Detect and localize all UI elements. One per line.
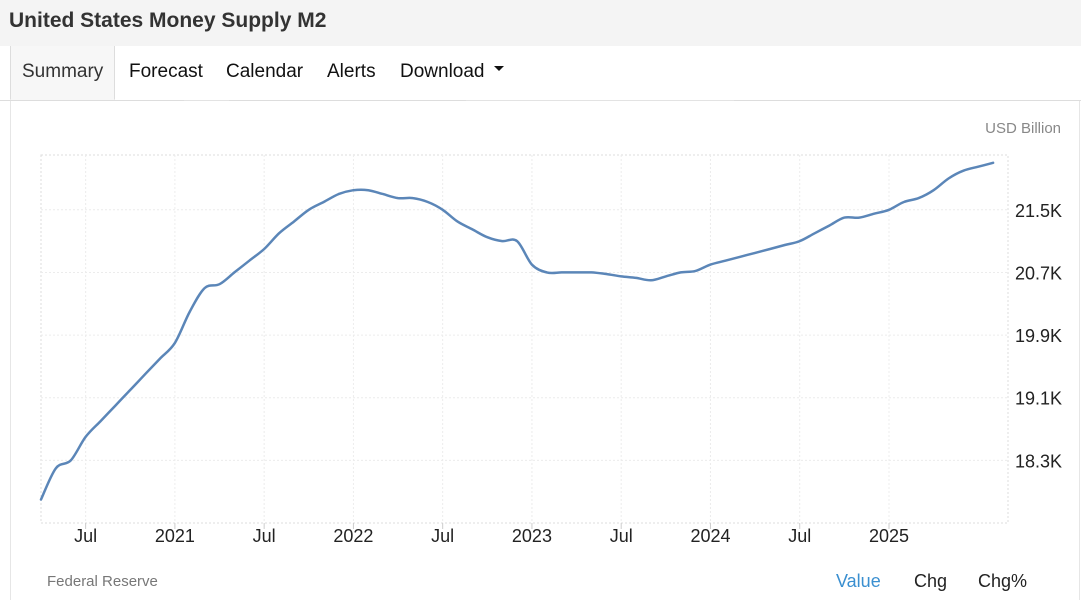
- plot-frame: [40, 154, 1009, 524]
- value-tab[interactable]: Value: [836, 571, 881, 591]
- page-title: United States Money Supply M2: [9, 9, 327, 32]
- x-tick-label: Jul: [74, 526, 97, 546]
- y-tick-label: 20.7K: [1015, 263, 1062, 283]
- x-tick-label: 2024: [690, 526, 730, 546]
- tab-bar: Summary Forecast Calendar Alerts Downloa…: [0, 46, 1081, 101]
- x-tick-label: 2025: [869, 526, 909, 546]
- ghost-divider: [466, 100, 734, 101]
- title-bar: United States Money Supply M2: [0, 0, 1081, 47]
- tab-forecast[interactable]: Forecast: [129, 61, 203, 82]
- x-tick-label: 2023: [512, 526, 552, 546]
- chg-tab[interactable]: Chg: [914, 571, 948, 591]
- tab-calendar[interactable]: Calendar: [226, 61, 304, 82]
- x-tick-label: Jul: [431, 526, 454, 546]
- x-tick-label: Jul: [253, 526, 276, 546]
- x-tick-label: Jul: [610, 526, 633, 546]
- y-tick-label: 18.3K: [1015, 451, 1062, 471]
- unit-label: USD Billion: [985, 120, 1061, 137]
- y-tick-label: 19.9K: [1015, 326, 1062, 346]
- chg-percent-tab[interactable]: Chg%: [978, 571, 1028, 591]
- x-tick-label: Jul: [788, 526, 811, 546]
- tab-download-label: Download: [400, 61, 485, 82]
- tab-download[interactable]: Download: [400, 46, 504, 100]
- tab-alerts[interactable]: Alerts: [327, 61, 376, 82]
- ghost-divider: [184, 100, 229, 101]
- x-tick-label: 2022: [333, 526, 373, 546]
- caret-down-icon: [493, 66, 504, 72]
- chart-panel: [10, 101, 1080, 600]
- source-label: Federal Reserve: [47, 573, 158, 590]
- tab-summary[interactable]: Summary: [10, 46, 116, 100]
- y-tick-label: 21.5K: [1015, 201, 1062, 221]
- series-line: [39, 161, 995, 501]
- x-tick-label: 2021: [155, 526, 195, 546]
- y-tick-label: 19.1K: [1015, 389, 1062, 409]
